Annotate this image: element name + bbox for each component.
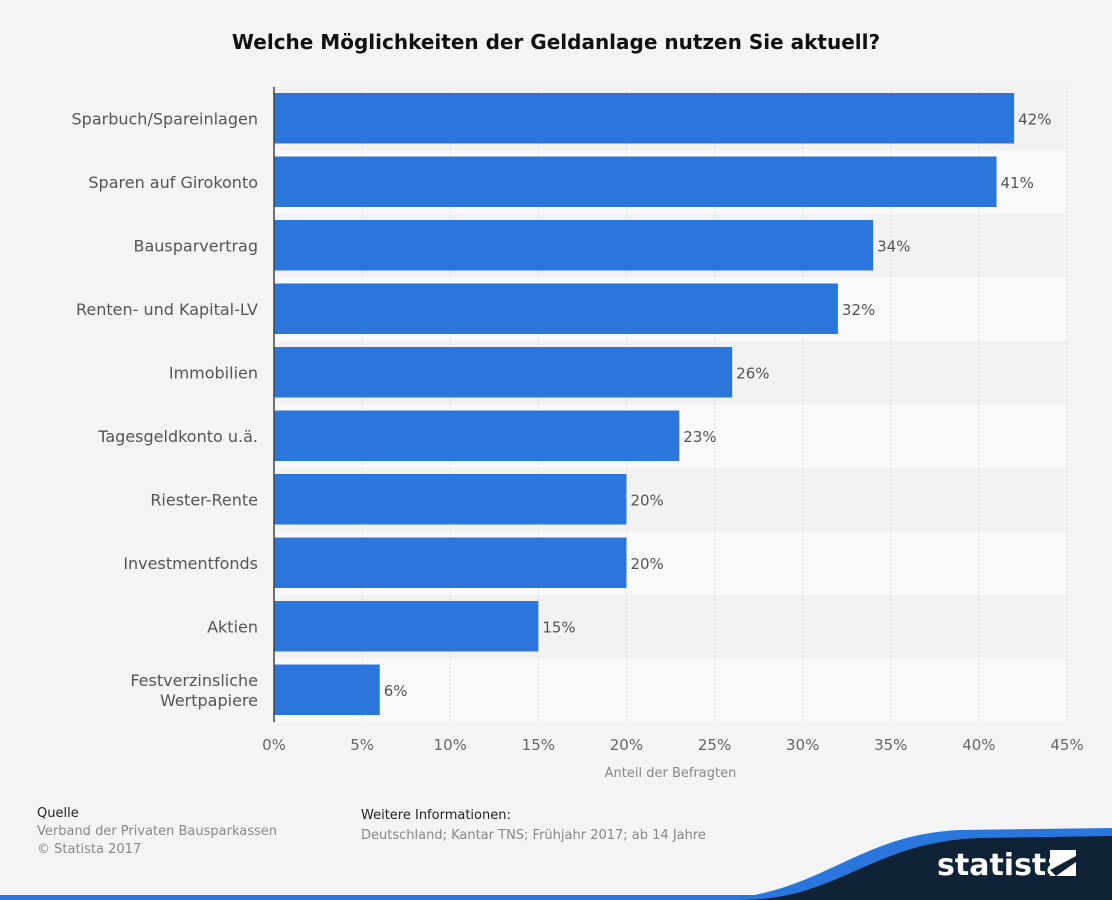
bar [274,664,380,715]
x-tick-label: 40% [962,736,995,754]
x-tick-label: 15% [522,736,555,754]
data-label: 20% [630,555,663,573]
y-category-label: Sparbuch/Spareinlagen [72,109,258,128]
row-band [274,658,1067,722]
data-label: 41% [1001,174,1034,192]
bar [274,156,997,207]
bar [274,220,874,271]
bar [274,410,680,461]
data-label: 34% [877,237,910,255]
x-tick-label: 0% [262,736,286,754]
data-label: 32% [842,301,875,319]
y-category-label: Investmentfonds [123,554,258,573]
source-text: Verband der Privaten Bausparkassen [37,824,277,839]
source-heading: Quelle [37,806,79,821]
data-label: 6% [384,682,408,700]
x-tick-label: 10% [434,736,467,754]
bar [274,537,627,588]
y-category-label: Aktien [207,617,258,636]
y-category-label: Immobilien [169,363,258,382]
bar [274,601,539,652]
x-axis-label: Anteil der Befragten [605,766,737,781]
x-tick-label: 30% [786,736,819,754]
info-heading: Weitere Informationen: [361,808,511,823]
x-tick-label: 5% [350,736,374,754]
statista-logo-icon [1050,850,1076,876]
data-label: 42% [1018,110,1051,128]
chart-title: Welche Möglichkeiten der Geldanlage nutz… [231,30,881,54]
y-category-label: Sparen auf Girokonto [88,173,258,192]
bar [274,347,733,398]
bar [274,283,838,334]
y-category-label: Renten- und Kapital-LV [76,300,258,319]
data-label: 26% [736,364,769,382]
x-tick-label: 45% [1050,736,1083,754]
statista-footer-wave: statista [0,828,1112,900]
bar-chart: 0% 5% 10% 15% 20% 25% 30% 35% 40% 45% Anteil der B… [72,87,1084,781]
x-tick-label: 20% [610,736,643,754]
data-label: 15% [542,618,575,636]
bar [274,474,627,525]
info-text: Deutschland; Kantar TNS; Frühjahr 2017; … [361,828,706,843]
copyright-text: © Statista 2017 [37,842,142,857]
x-tick-label: 35% [874,736,907,754]
y-category-label: Riester-Rente [150,490,258,509]
data-label: 20% [630,491,663,509]
y-category-label: Festverzinsliche Wertpapiere [130,671,258,710]
data-label: 23% [683,428,716,446]
y-category-label: Tagesgeldkonto u.ä. [97,427,258,446]
y-category-label: Bausparvertrag [134,236,259,255]
x-tick-label: 25% [698,736,731,754]
statista-logo: statista [937,848,1067,883]
bar [274,93,1015,144]
